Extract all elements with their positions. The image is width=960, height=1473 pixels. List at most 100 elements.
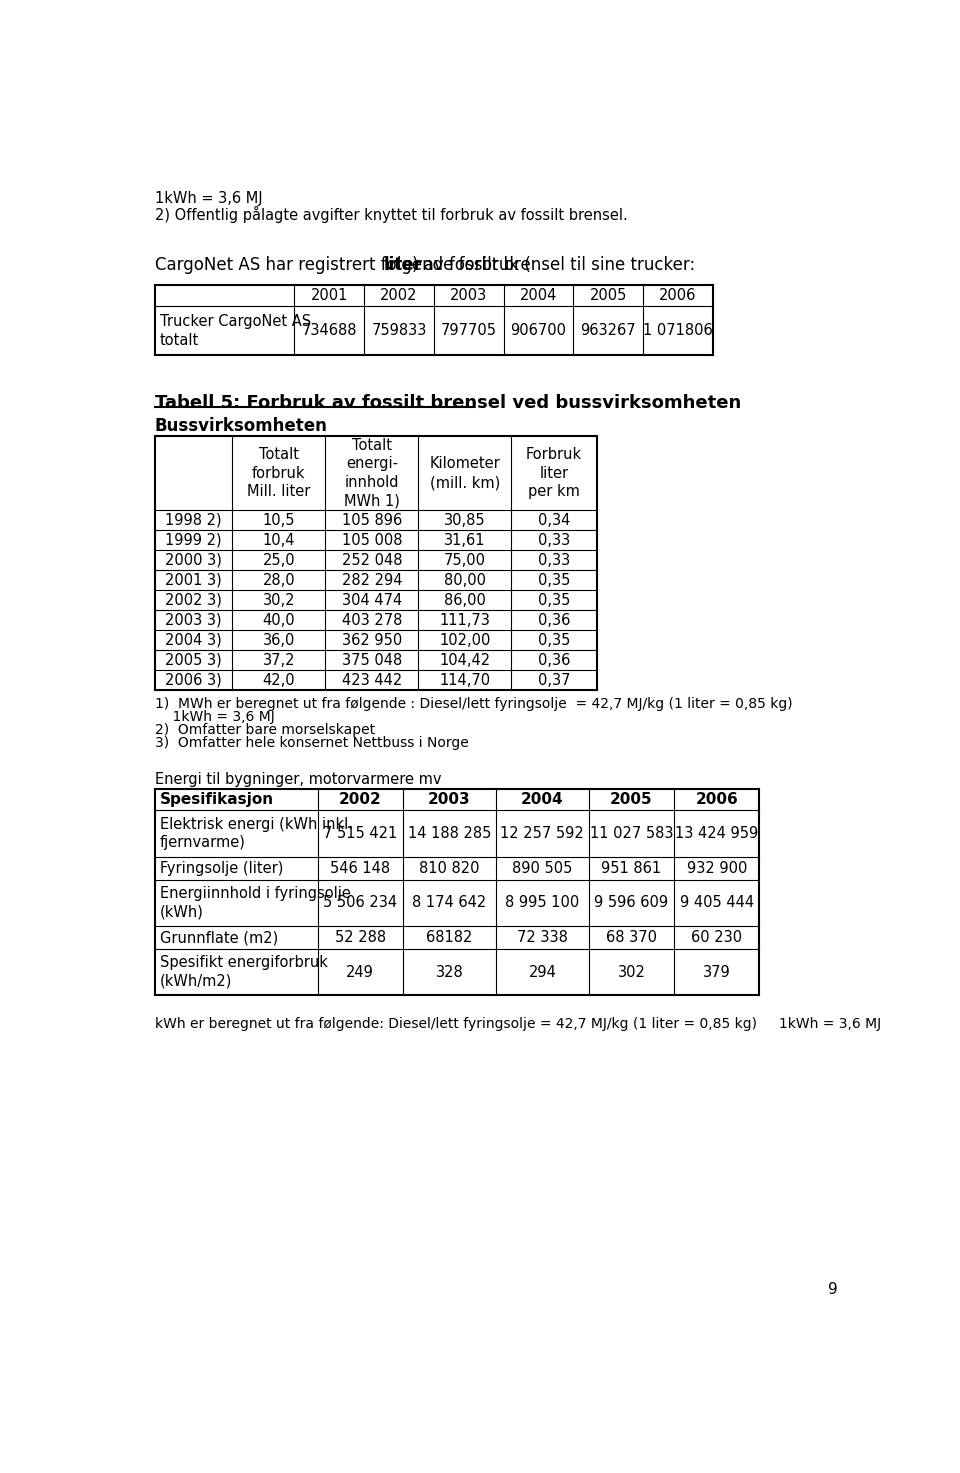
Text: 890 505: 890 505 — [513, 860, 572, 876]
Text: 2006: 2006 — [660, 287, 697, 303]
Text: 2001: 2001 — [311, 287, 348, 303]
Text: 11 027 583: 11 027 583 — [589, 826, 673, 841]
Text: 68 370: 68 370 — [606, 929, 657, 946]
Text: 2006 3): 2006 3) — [165, 673, 222, 688]
Text: 7 515 421: 7 515 421 — [324, 826, 397, 841]
Text: 0,35: 0,35 — [538, 573, 570, 588]
Text: 9 596 609: 9 596 609 — [594, 896, 668, 910]
Text: Tabell 5: Forbruk av fossilt brensel ved bussvirksomheten: Tabell 5: Forbruk av fossilt brensel ved… — [155, 393, 741, 412]
Text: 42,0: 42,0 — [263, 673, 295, 688]
Text: 932 900: 932 900 — [686, 860, 747, 876]
Text: 14 188 285: 14 188 285 — [408, 826, 492, 841]
Text: 734688: 734688 — [301, 323, 357, 339]
Text: 810 820: 810 820 — [420, 860, 480, 876]
Text: 9: 9 — [828, 1282, 838, 1296]
Text: 60 230: 60 230 — [691, 929, 742, 946]
Text: Forbruk
liter
per km: Forbruk liter per km — [526, 448, 582, 499]
Text: Totalt
energi-
innhold
MWh 1): Totalt energi- innhold MWh 1) — [344, 437, 399, 508]
Text: 102,00: 102,00 — [439, 633, 491, 648]
Text: 0,37: 0,37 — [538, 673, 570, 688]
Text: kWh er beregnet ut fra følgende: Diesel/lett fyringsolje = 42,7 MJ/kg (1 liter =: kWh er beregnet ut fra følgende: Diesel/… — [155, 1016, 881, 1031]
Text: 0,35: 0,35 — [538, 633, 570, 648]
Text: 2002: 2002 — [339, 792, 382, 807]
Text: Totalt
forbruk
Mill. liter: Totalt forbruk Mill. liter — [247, 448, 311, 499]
Text: Trucker CargoNet AS
totalt: Trucker CargoNet AS totalt — [159, 314, 311, 348]
Text: 30,85: 30,85 — [444, 513, 486, 527]
Text: 362 950: 362 950 — [342, 633, 402, 648]
Text: CargoNet AS har registrert følgende forbruk (: CargoNet AS har registrert følgende forb… — [155, 256, 531, 274]
Text: 72 338: 72 338 — [516, 929, 567, 946]
Text: 0,33: 0,33 — [538, 533, 570, 548]
Text: 1999 2): 1999 2) — [165, 533, 222, 548]
Text: 105 008: 105 008 — [342, 533, 402, 548]
Text: 12 257 592: 12 257 592 — [500, 826, 585, 841]
Text: 906700: 906700 — [511, 323, 566, 339]
Text: 10,5: 10,5 — [263, 513, 295, 527]
Text: 80,00: 80,00 — [444, 573, 486, 588]
Text: 52 288: 52 288 — [335, 929, 386, 946]
Text: 2004: 2004 — [521, 792, 564, 807]
Text: 86,00: 86,00 — [444, 592, 486, 608]
Text: 328: 328 — [436, 965, 464, 980]
Text: 2006: 2006 — [695, 792, 738, 807]
Text: 797705: 797705 — [441, 323, 496, 339]
Text: 111,73: 111,73 — [440, 613, 491, 627]
Text: 2)  Omfatter bare morselskapet: 2) Omfatter bare morselskapet — [155, 723, 375, 736]
Text: 759833: 759833 — [372, 323, 426, 339]
Text: 2003: 2003 — [450, 287, 488, 303]
Text: 0,34: 0,34 — [538, 513, 570, 527]
Text: 2005 3): 2005 3) — [165, 653, 222, 667]
Text: 40,0: 40,0 — [263, 613, 295, 627]
Text: 36,0: 36,0 — [263, 633, 295, 648]
Text: 2002 3): 2002 3) — [165, 592, 222, 608]
Text: 302: 302 — [617, 965, 645, 980]
Text: 1 071806: 1 071806 — [643, 323, 713, 339]
Text: Kilometer
(mill. km): Kilometer (mill. km) — [429, 457, 500, 491]
Text: Fyringsolje (liter): Fyringsolje (liter) — [159, 860, 283, 876]
Text: 75,00: 75,00 — [444, 552, 486, 567]
Text: 8 995 100: 8 995 100 — [505, 896, 580, 910]
Text: 0,36: 0,36 — [538, 613, 570, 627]
Text: 68182: 68182 — [426, 929, 472, 946]
Text: 2005: 2005 — [589, 287, 627, 303]
Text: 13 424 959: 13 424 959 — [675, 826, 758, 841]
Text: 28,0: 28,0 — [263, 573, 295, 588]
Text: 963267: 963267 — [581, 323, 636, 339]
Text: 249: 249 — [347, 965, 374, 980]
Text: 31,61: 31,61 — [444, 533, 486, 548]
Text: 304 474: 304 474 — [342, 592, 402, 608]
Text: 0,35: 0,35 — [538, 592, 570, 608]
Text: 2001 3): 2001 3) — [165, 573, 222, 588]
Text: 2003: 2003 — [428, 792, 470, 807]
Text: ) av fossilt brensel til sine trucker:: ) av fossilt brensel til sine trucker: — [412, 256, 695, 274]
Text: 2002: 2002 — [380, 287, 418, 303]
Text: 25,0: 25,0 — [263, 552, 295, 567]
Text: 37,2: 37,2 — [263, 653, 295, 667]
Text: 1998 2): 1998 2) — [165, 513, 222, 527]
Text: 375 048: 375 048 — [342, 653, 402, 667]
Text: 1kWh = 3,6 MJ: 1kWh = 3,6 MJ — [155, 190, 262, 206]
Text: Spesifikt energiforbruk
(kWh/m2): Spesifikt energiforbruk (kWh/m2) — [159, 956, 327, 988]
Text: Bussvirksomheten: Bussvirksomheten — [155, 417, 327, 435]
Text: 104,42: 104,42 — [440, 653, 491, 667]
Text: 1)  MWh er beregnet ut fra følgende : Diesel/lett fyringsolje  = 42,7 MJ/kg (1 l: 1) MWh er beregnet ut fra følgende : Die… — [155, 697, 793, 710]
Text: 379: 379 — [703, 965, 731, 980]
Text: 105 896: 105 896 — [342, 513, 402, 527]
Text: 252 048: 252 048 — [342, 552, 402, 567]
Text: 951 861: 951 861 — [601, 860, 661, 876]
Text: 2003 3): 2003 3) — [165, 613, 222, 627]
Text: 2000 3): 2000 3) — [165, 552, 222, 567]
Text: 30,2: 30,2 — [263, 592, 295, 608]
Text: 0,33: 0,33 — [538, 552, 570, 567]
Text: 423 442: 423 442 — [342, 673, 402, 688]
Text: 5 506 234: 5 506 234 — [324, 896, 397, 910]
Text: liter: liter — [383, 256, 422, 274]
Text: 0,36: 0,36 — [538, 653, 570, 667]
Text: 2005: 2005 — [611, 792, 653, 807]
Text: 9 405 444: 9 405 444 — [680, 896, 754, 910]
Text: 2004 3): 2004 3) — [165, 633, 222, 648]
Text: 3)  Omfatter hele konsernet Nettbuss i Norge: 3) Omfatter hele konsernet Nettbuss i No… — [155, 736, 468, 750]
Text: 1kWh = 3,6 MJ: 1kWh = 3,6 MJ — [155, 710, 275, 723]
Text: 2) Offentlig pålagte avgifter knyttet til forbruk av fossilt brensel.: 2) Offentlig pålagte avgifter knyttet ti… — [155, 206, 628, 222]
Text: Elektrisk energi (kWh inkl.
fjernvarme): Elektrisk energi (kWh inkl. fjernvarme) — [159, 816, 352, 850]
